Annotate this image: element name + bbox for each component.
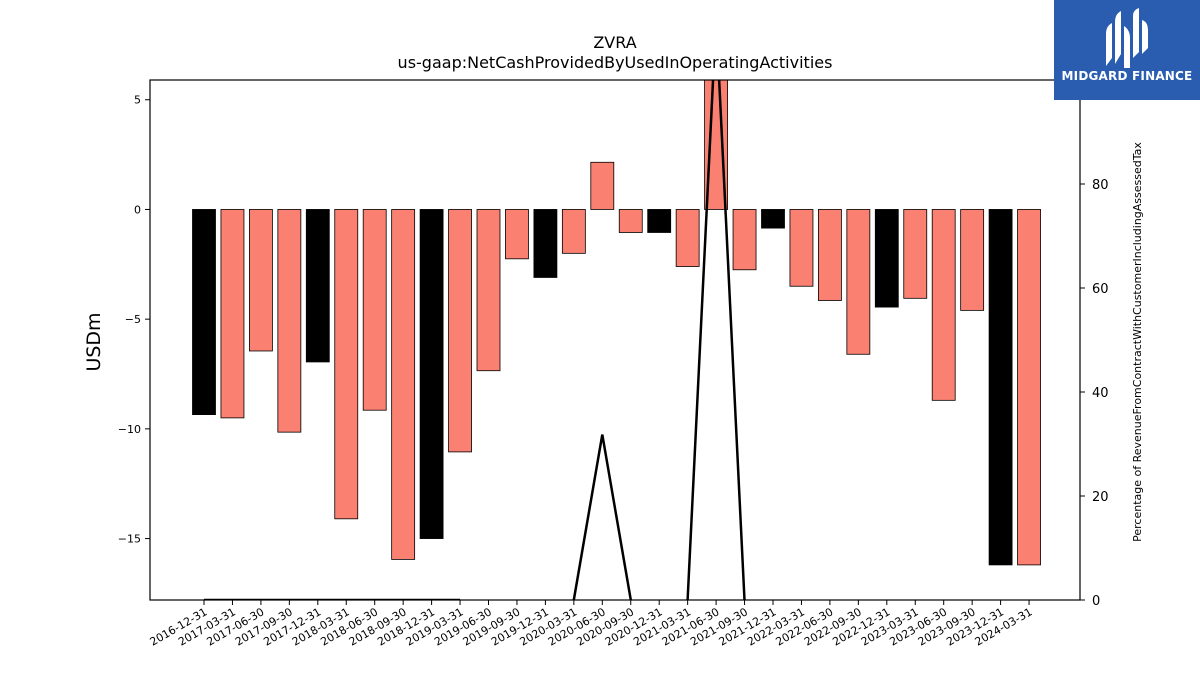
bar-2023-12-31 [988,209,1013,566]
bar-2020-12-31 [647,209,672,233]
y2-tick-label: 80 [1092,178,1109,193]
bar-2019-09-30 [505,209,529,260]
bars-layer [192,80,1041,566]
y-tick-label: −15 [118,533,141,546]
bar-2018-06-30 [362,209,387,411]
line-layer [204,80,746,600]
bar-2017-09-30 [277,209,302,433]
chart-title: ZVRA [593,33,636,52]
bar-2018-09-30 [391,209,416,560]
bar-2019-06-30 [476,209,501,372]
y2-axis-label: Percentage of RevenueFromContractWithCus… [1131,142,1144,542]
bar-2019-12-31 [533,209,558,278]
bar-2022-09-30 [846,209,871,355]
bar-2022-06-30 [818,209,842,301]
bar-2018-12-31 [419,209,444,539]
bar-2024-03-31 [1017,209,1041,566]
bar-2017-03-31 [220,209,245,419]
bar-2023-03-31 [903,209,928,299]
bar-2020-06-30 [590,161,615,210]
logo-text: MIDGARD FINANCE [1061,69,1193,83]
bar-2021-03-31 [675,209,700,267]
y-tick-label: −10 [118,423,141,436]
y2-tick-label: 0 [1092,594,1100,609]
y2-tick-label: 60 [1092,282,1109,297]
bar-2016-12-31 [192,209,216,415]
bar-2021-09-30 [732,209,757,271]
bar-2018-03-31 [334,209,359,520]
y-tick-label: 5 [134,94,141,107]
bar-2017-12-31 [305,209,330,363]
chart-subtitle: us-gaap:NetCashProvidedByUsedInOperating… [398,53,833,72]
bar-2020-09-30 [618,209,643,233]
bar-2023-06-30 [931,209,956,401]
bar-2020-03-31 [561,209,586,254]
y-tick-label: −5 [125,313,141,326]
bar-2023-09-30 [960,209,985,311]
bar-2022-12-31 [874,209,899,308]
y-tick-label: 0 [134,203,141,216]
bar-2022-03-31 [789,209,814,287]
ratio-line [204,80,746,600]
bar-2019-03-31 [448,209,472,453]
axes-layer: 50−5−10−150204060802016-12-312017-03-312… [118,79,1109,649]
bar-2021-12-31 [761,209,785,229]
bar-2017-06-30 [248,209,273,352]
y2-tick-label: 40 [1092,386,1109,401]
midgard-logo-icon [1106,8,1148,68]
y-axis-label: USDm [83,312,105,371]
plot-frame [149,79,1081,601]
midgard-logo: MIDGARD FINANCE [1054,0,1200,100]
y2-tick-label: 20 [1092,490,1109,505]
